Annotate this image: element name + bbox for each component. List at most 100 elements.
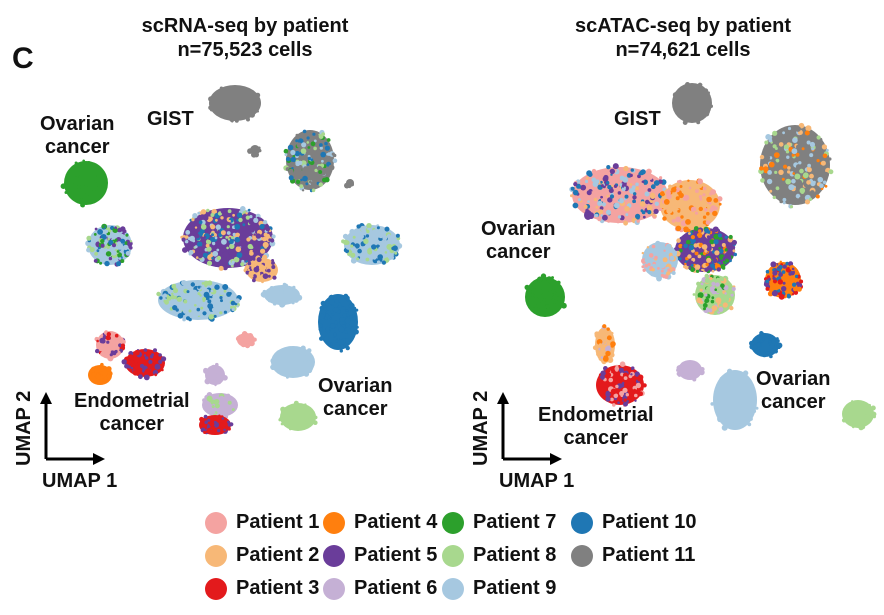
cell-point [596,339,603,345]
cell-point [717,196,723,202]
cell-point [208,314,214,320]
cell-point [602,390,606,394]
legend-swatch [571,544,593,567]
cell-point [606,171,611,175]
cell-point [632,199,636,204]
cell-point [723,414,729,419]
cell-point [228,86,233,90]
cell-point [765,279,769,284]
cell-point [637,174,641,179]
cell-point [816,135,821,140]
cell-point [666,271,671,276]
cell-point [673,250,678,255]
cell-point [663,269,667,273]
cell-point [697,229,702,233]
cell-point [208,216,213,222]
cell-point [612,403,616,407]
cell-point [164,299,170,305]
cell-point [744,382,747,385]
cell-point [583,204,588,209]
cell-point [227,101,231,105]
cell-point [364,247,368,251]
cell-point [787,193,792,198]
cell-point [95,373,101,379]
cell-point [290,149,296,156]
cell-point [250,228,255,233]
cell-point [632,195,637,200]
cell-point [598,357,602,361]
cell-point [197,253,203,259]
cell-point [222,375,228,381]
cell-point [630,168,634,172]
cell-point [123,244,129,251]
cell-point [202,299,206,303]
cell-point [117,227,122,233]
cell-point [333,337,337,341]
cell-point [609,194,615,199]
cell-point [532,283,538,289]
cell-point [815,194,820,199]
cell-point [805,125,812,132]
cell-point [378,246,384,252]
cell-point [118,343,122,348]
cell-point [724,235,728,239]
legend-swatch [442,511,464,534]
cell-point [580,184,587,191]
cell-point [718,398,722,401]
cell-cluster [235,331,257,349]
cell-point [148,359,153,365]
cell-point [232,213,236,217]
cell-point [161,356,167,362]
cell-point [582,194,588,199]
cell-cluster [763,260,804,300]
cell-point [704,277,711,284]
cell-point [678,248,683,253]
cell-point [109,353,113,357]
cell-point [211,241,216,246]
cell-point [746,416,752,421]
cell-point [682,196,688,201]
cell-point [188,252,192,256]
cell-point [768,337,773,341]
cell-point [188,317,192,322]
cell-point [242,254,246,258]
cell-point [214,284,220,290]
cell-point [127,365,131,369]
annotation-ovarian-left-1: Ovarian cancer [40,113,115,158]
cell-point [308,366,313,371]
cell-cluster [202,392,238,419]
cell-point [241,338,245,342]
cell-point [679,369,683,374]
cell-point [201,282,205,285]
cell-point [775,158,780,163]
cell-point [285,156,291,162]
cell-point [855,415,860,420]
cell-point [153,355,159,361]
cell-point [325,158,330,162]
cell-point [104,229,109,234]
cell-point [735,427,738,430]
cell-point [607,335,612,341]
cell-point [801,147,805,151]
cell-point [718,307,724,312]
cell-point [614,366,620,372]
cell-point [641,210,646,215]
cell-point [794,274,799,279]
cell-point [309,418,314,423]
cell-point [693,84,696,87]
cell-point [685,89,691,95]
cell-point [745,384,749,388]
cell-point [782,131,785,135]
cell-point [319,336,324,341]
cell-point [306,141,310,144]
cell-point [718,248,724,254]
cell-point [214,403,220,409]
cell-point [208,378,214,385]
cell-point [333,302,339,308]
legend-item: Patient 9 [442,577,556,600]
cell-point [310,141,316,147]
cell-point [588,212,594,219]
cell-point [596,214,599,217]
cell-point [700,101,705,105]
cell-point [775,186,780,191]
